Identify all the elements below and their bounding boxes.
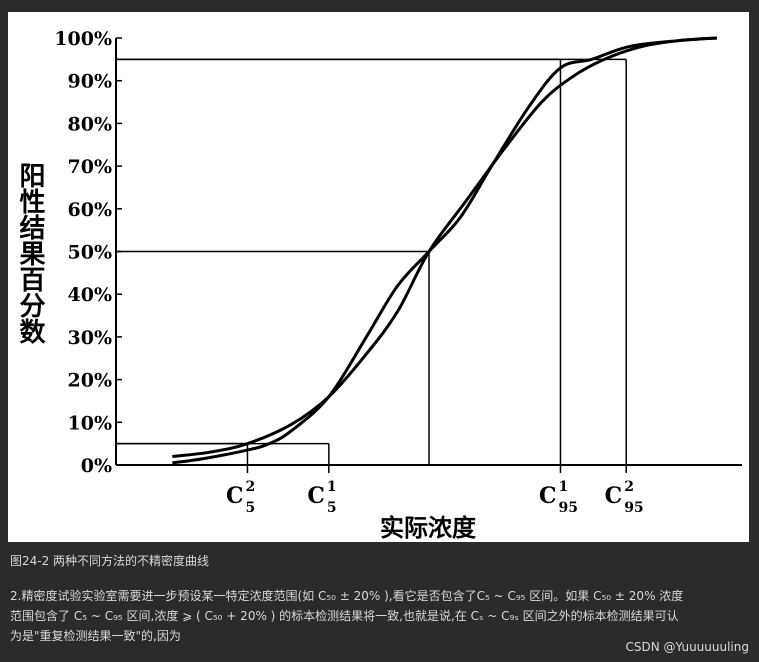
- y-tick-label: 30%: [68, 327, 113, 349]
- c-label: C 1 5: [307, 479, 336, 516]
- c-label: C 1 95: [539, 479, 578, 516]
- c-label-base: C: [307, 483, 325, 509]
- c-label-base: C: [539, 483, 557, 509]
- x-axis-label: 实际浓度: [380, 513, 477, 542]
- y-tick-label: 60%: [68, 199, 113, 221]
- y-tick-label: 90%: [68, 71, 113, 93]
- c-label-subscript: 95: [558, 500, 577, 516]
- c-label-superscript: 1: [327, 479, 337, 495]
- y-tick-label: 70%: [68, 156, 113, 178]
- c-label-base: C: [226, 483, 244, 509]
- y-tick-label: 80%: [68, 113, 113, 135]
- series-curve-1: [172, 36, 718, 465]
- y-axis-label: 阳性结果百分数: [15, 162, 45, 345]
- body-paragraph: 2.精密度试验实验室需要进一步预设某一特定浓度范围(如 C₅₀ ± 20% ),…: [10, 586, 750, 646]
- series-curve-2: [172, 36, 718, 458]
- paragraph-line-1: 2.精密度试验实验室需要进一步预设某一特定浓度范围(如 C₅₀ ± 20% ),…: [10, 589, 684, 603]
- y-tick-label: 0%: [81, 455, 112, 477]
- figure-caption: 图24-2 两种不同方法的不精密度曲线: [10, 554, 210, 568]
- y-tick-label: 50%: [68, 242, 113, 264]
- y-tick-label: 100%: [54, 28, 112, 50]
- c-label-superscript: 2: [624, 479, 634, 495]
- paragraph-line-2: 范围包含了 C₅ ~ C₉₅ 区间,浓度 ⩾ ( C₅₀ + 20% ) 的标本…: [10, 609, 679, 623]
- y-tick-label: 20%: [68, 370, 113, 392]
- c-label: C 2 95: [605, 479, 644, 516]
- c-label-subscript: 95: [624, 500, 643, 516]
- c-label-subscript: 5: [245, 500, 255, 516]
- c-label-superscript: 1: [558, 479, 568, 495]
- paragraph-line-3: 为是"重复检测结果一致"的,因为: [10, 629, 181, 643]
- csdn-watermark: CSDN @Yuuuuuuling: [625, 640, 749, 654]
- c-label-superscript: 2: [245, 479, 255, 495]
- y-tick-label: 10%: [68, 412, 113, 434]
- y-tick-label: 40%: [68, 284, 113, 306]
- c-label: C 2 5: [226, 479, 255, 516]
- c-label-base: C: [605, 483, 623, 509]
- precision-curve-chart: 0%10%20%30%40%50%60%70%80%90%100% C 25 C 15…: [15, 28, 742, 542]
- c-label-subscript: 5: [327, 500, 337, 516]
